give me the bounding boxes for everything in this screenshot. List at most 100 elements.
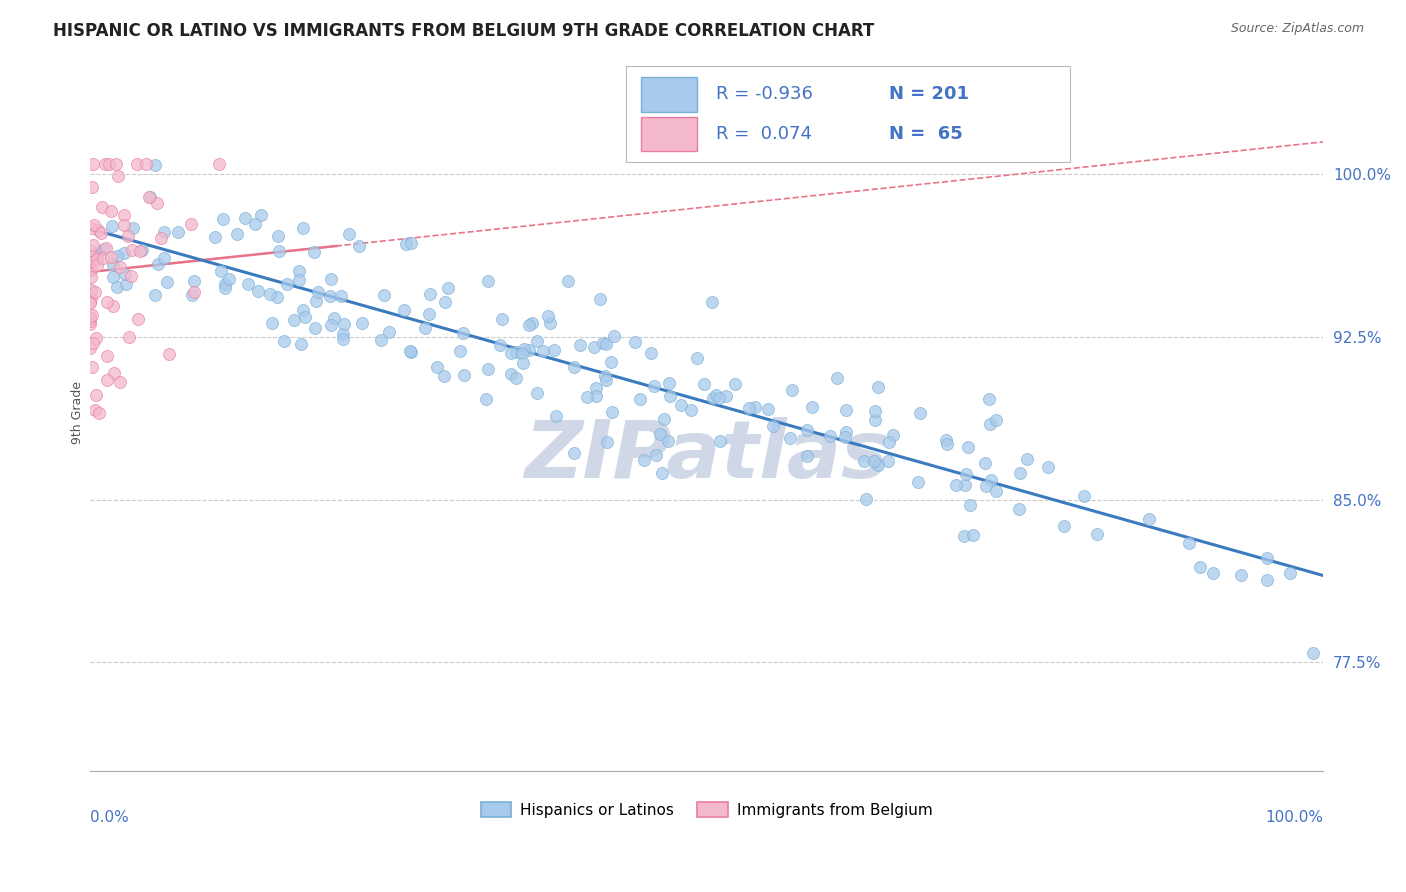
Point [977, 392, 1000, 406]
Point [962, 528, 984, 542]
Point [399, 235, 422, 250]
Point [1178, 536, 1201, 550]
Point [659, 389, 682, 403]
Point [834, 430, 856, 444]
Point [704, 388, 727, 402]
Point [399, 344, 422, 359]
Point [276, 277, 298, 291]
Point [679, 402, 702, 417]
Point [96, 294, 118, 309]
Point [501, 346, 523, 360]
Point [146, 196, 169, 211]
Point [112, 208, 135, 222]
Point [645, 448, 668, 462]
Point [538, 316, 561, 330]
Point [600, 355, 623, 369]
Point [657, 434, 679, 448]
Point [79, 243, 101, 257]
Point [115, 277, 138, 292]
Point [125, 156, 148, 170]
Point [122, 221, 145, 235]
Point [796, 449, 818, 463]
Point [392, 302, 415, 317]
Point [238, 277, 260, 291]
Point [1256, 551, 1278, 566]
Point [907, 475, 929, 490]
Point [84, 331, 107, 345]
Point [80, 221, 103, 235]
Point [600, 405, 623, 419]
Point [91, 251, 114, 265]
Point [585, 381, 607, 395]
Point [491, 312, 513, 326]
Text: 0.0%: 0.0% [90, 810, 128, 825]
Point [127, 311, 149, 326]
Text: R =  0.074: R = 0.074 [717, 125, 813, 143]
Point [724, 377, 747, 392]
Point [80, 261, 103, 276]
Point [112, 219, 135, 233]
Point [1073, 489, 1095, 503]
Point [100, 250, 122, 264]
Point [413, 321, 436, 335]
Point [146, 257, 169, 271]
Point [218, 271, 240, 285]
Point [658, 376, 681, 390]
Text: Source: ZipAtlas.com: Source: ZipAtlas.com [1230, 22, 1364, 36]
Point [156, 275, 179, 289]
Point [80, 263, 103, 277]
Point [94, 241, 117, 255]
Point [100, 204, 122, 219]
Point [157, 347, 180, 361]
Point [79, 310, 101, 325]
Point [543, 343, 565, 358]
Point [138, 190, 160, 204]
Point [80, 270, 103, 285]
Point [103, 258, 125, 272]
Point [1010, 466, 1032, 480]
Point [953, 528, 976, 542]
Point [259, 287, 281, 301]
Point [737, 401, 759, 415]
Point [83, 248, 105, 262]
Point [319, 289, 342, 303]
Point [332, 327, 354, 342]
Point [533, 343, 555, 358]
Point [432, 368, 454, 383]
Point [103, 366, 125, 380]
Point [226, 227, 249, 241]
Point [214, 277, 236, 292]
Point [79, 295, 101, 310]
Point [955, 467, 977, 482]
Point [82, 238, 104, 252]
Point [93, 243, 115, 257]
Point [108, 375, 131, 389]
Point [709, 434, 731, 449]
Point [453, 368, 475, 382]
Point [877, 435, 900, 450]
Point [436, 281, 458, 295]
Point [86, 258, 108, 272]
Point [330, 288, 353, 302]
Point [337, 227, 360, 242]
Point [283, 313, 305, 327]
Point [332, 332, 354, 346]
Point [183, 274, 205, 288]
Text: ZIPatlas: ZIPatlas [524, 417, 889, 495]
Point [585, 389, 607, 403]
Point [1278, 566, 1301, 581]
Point [321, 318, 343, 332]
Point [135, 156, 157, 170]
Point [323, 310, 346, 325]
Point [876, 454, 898, 468]
Point [945, 478, 967, 492]
Text: R = -0.936: R = -0.936 [717, 86, 813, 103]
Point [82, 180, 104, 194]
Point [86, 252, 108, 266]
Point [107, 169, 129, 184]
Point [82, 335, 104, 350]
Point [233, 211, 256, 225]
Point [91, 200, 114, 214]
Point [83, 218, 105, 232]
Point [350, 316, 373, 330]
